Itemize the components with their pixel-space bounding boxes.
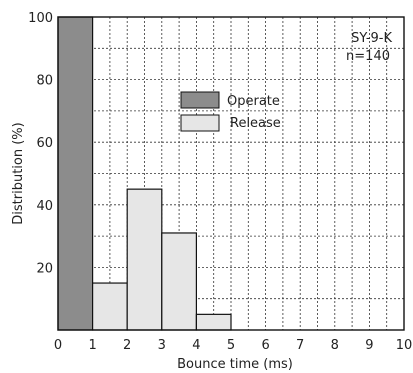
x-tick-label: 0 bbox=[54, 338, 62, 353]
legend-swatch-operate bbox=[180, 91, 220, 109]
x-tick-label: 5 bbox=[227, 338, 235, 353]
x-tick-label: 6 bbox=[261, 338, 269, 353]
x-axis-label: Bounce time (ms) bbox=[177, 357, 293, 372]
bar-operate bbox=[57, 16, 94, 331]
y-axis-label: Distribution (%) bbox=[11, 122, 26, 224]
x-tick-label: 10 bbox=[396, 338, 413, 353]
y-tick-label: 100 bbox=[28, 11, 53, 26]
y-tick-label: 60 bbox=[36, 136, 53, 151]
x-tick-label: 3 bbox=[158, 338, 166, 353]
plot-frame bbox=[57, 16, 405, 331]
bar-release bbox=[195, 313, 232, 331]
y-tick-label: 20 bbox=[36, 261, 53, 276]
legend-swatch-release bbox=[180, 114, 220, 132]
x-tick-label: 9 bbox=[365, 338, 373, 353]
grid-lines bbox=[58, 17, 404, 330]
x-tick-label: 1 bbox=[88, 338, 96, 353]
x-tick-label: 7 bbox=[296, 338, 304, 353]
x-tick-label: 8 bbox=[331, 338, 339, 353]
x-tick-labels: 0 1 2 3 4 5 6 7 8 9 10 bbox=[54, 338, 412, 353]
y-tick-label: 80 bbox=[36, 74, 53, 89]
model-annotation: SY-9-K bbox=[351, 31, 392, 46]
bars bbox=[57, 16, 232, 331]
y-tick-labels: 20 40 60 80 100 bbox=[28, 11, 53, 276]
sample-size-annotation: n=140 bbox=[346, 49, 390, 64]
legend: Operate Release bbox=[180, 91, 281, 132]
y-tick-label: 40 bbox=[36, 199, 53, 214]
bar-release bbox=[126, 188, 163, 331]
x-tick-label: 2 bbox=[123, 338, 131, 353]
bar-release bbox=[161, 232, 198, 331]
x-tick-label: 4 bbox=[192, 338, 200, 353]
bar-release bbox=[91, 282, 128, 331]
legend-label-release: Release bbox=[230, 116, 281, 131]
legend-label-operate: Operate bbox=[227, 94, 280, 109]
